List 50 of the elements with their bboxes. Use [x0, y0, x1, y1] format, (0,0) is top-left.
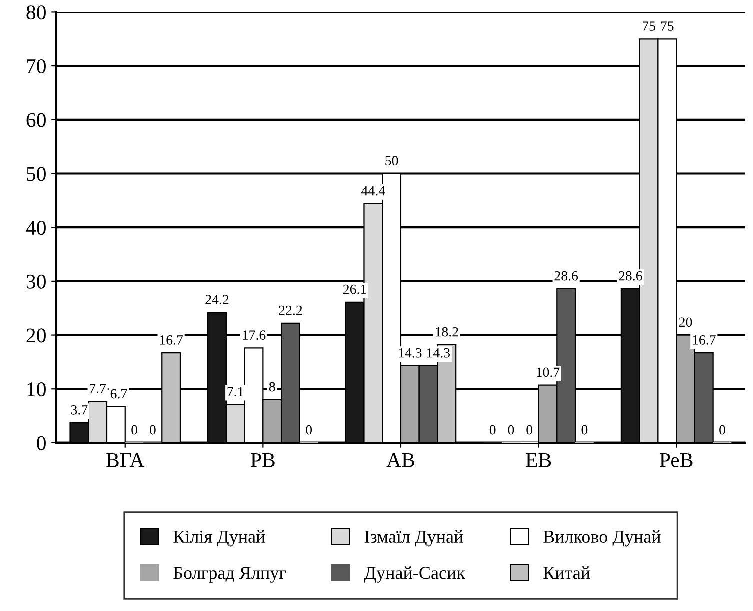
data-label: 0: [508, 425, 514, 435]
legend-label: Дунай-Сасик: [364, 566, 466, 583]
data-label: 14.3: [427, 348, 450, 358]
data-label: 7.1: [228, 387, 244, 397]
data-label: 28.6: [554, 271, 578, 281]
y-tick-label: 60: [26, 113, 46, 128]
data-label: 14.3: [399, 348, 422, 358]
x-tick-label: ВГА: [106, 453, 145, 468]
data-label: 0: [582, 425, 588, 435]
data-label: 3.7: [71, 406, 88, 415]
legend-label: Вилково Дунай: [544, 530, 661, 547]
data-label: 0: [132, 425, 138, 435]
legend-label: Кілія Дунай: [174, 530, 266, 547]
data-label: 18.2: [436, 327, 458, 337]
data-label: 17.6: [243, 330, 266, 340]
x-tick-label: РВ: [251, 454, 275, 468]
legend-label: Китай: [544, 566, 590, 580]
data-label: 0: [490, 425, 496, 435]
data-label: 7.7: [90, 384, 106, 394]
data-label: 24.2: [206, 295, 229, 305]
data-label: 28.6: [619, 271, 642, 281]
legend-label: Болград Ялпуг: [174, 567, 286, 583]
data-label: 20: [679, 318, 692, 328]
y-tick-label: 80: [26, 6, 46, 20]
data-label: 22.2: [279, 306, 302, 316]
data-label: 44.4: [362, 186, 386, 196]
data-label: 0: [306, 425, 312, 435]
data-label: 75: [642, 22, 656, 31]
data-label: 0: [526, 425, 533, 435]
y-tick-label: 40: [26, 220, 46, 236]
data-label: 8: [269, 382, 276, 392]
data-label: 0: [150, 425, 156, 435]
data-label: 0: [720, 425, 726, 435]
y-tick-label: 20: [26, 328, 46, 343]
data-label: 6.7: [110, 389, 128, 399]
x-tick-label: ЕВ: [526, 454, 552, 468]
y-tick-label: 30: [26, 274, 46, 289]
x-tick-label: АВ: [386, 453, 414, 468]
x-tick-label: РеВ: [660, 454, 693, 468]
data-label: 75: [661, 22, 674, 31]
y-tick-label: 0: [37, 436, 46, 450]
y-tick-label: 10: [28, 382, 46, 397]
data-label: 50: [386, 156, 398, 166]
legend-label: Ізмаїл Дунай: [364, 530, 464, 547]
y-tick-label: 70: [27, 59, 46, 74]
data-label: 16.7: [693, 336, 716, 345]
data-label: 16.7: [160, 336, 184, 345]
data-label: 26.1: [343, 284, 366, 294]
data-label: 10.7: [537, 368, 560, 378]
y-tick-label: 50: [27, 167, 46, 182]
